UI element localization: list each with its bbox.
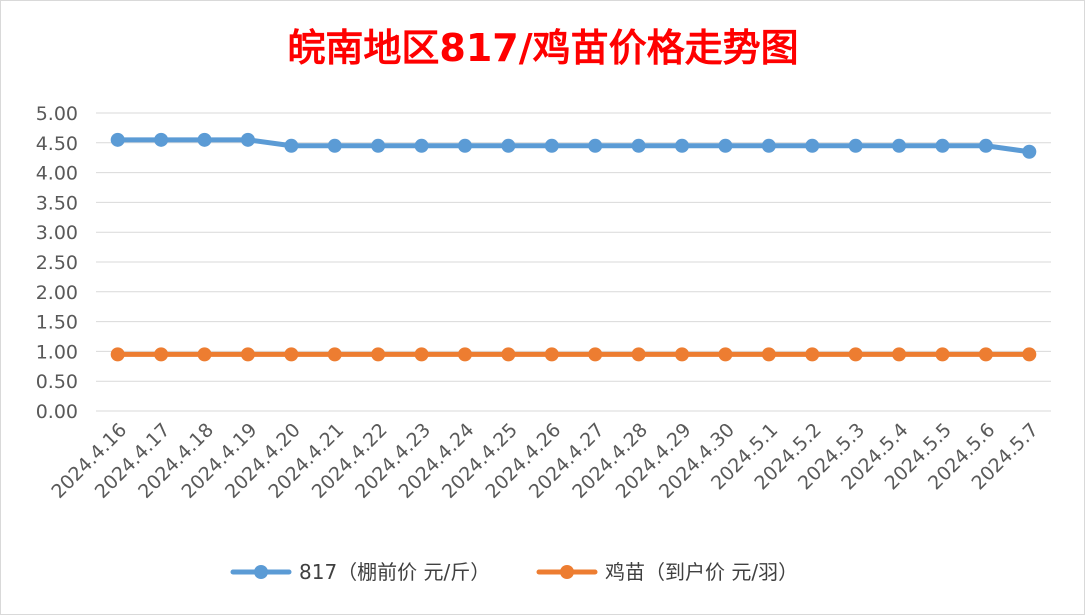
- data-point[interactable]: [327, 138, 342, 153]
- data-point[interactable]: [675, 347, 690, 362]
- y-tick-label: 2.50: [36, 252, 78, 274]
- data-point[interactable]: [675, 138, 690, 153]
- legend-item-chick[interactable]: 鸡苗（到户价 元/羽）: [536, 560, 798, 584]
- data-point[interactable]: [197, 132, 212, 147]
- data-point[interactable]: [457, 138, 472, 153]
- data-point[interactable]: [327, 347, 342, 362]
- data-point[interactable]: [154, 347, 169, 362]
- y-tick-label: 5.00: [36, 103, 78, 125]
- series-1: [110, 347, 1037, 362]
- data-point[interactable]: [501, 138, 516, 153]
- y-tick-label: 2.00: [36, 282, 78, 304]
- data-point[interactable]: [544, 138, 559, 153]
- legend-label-chick: 鸡苗（到户价 元/羽）: [605, 560, 798, 584]
- y-tick-label: 3.00: [36, 222, 78, 244]
- data-point[interactable]: [501, 347, 516, 362]
- data-point[interactable]: [240, 347, 255, 362]
- y-tick-label: 3.50: [36, 192, 78, 214]
- y-tick-label: 4.00: [36, 163, 78, 185]
- data-point[interactable]: [718, 347, 733, 362]
- data-point[interactable]: [414, 347, 429, 362]
- y-tick-label: 1.50: [36, 312, 78, 334]
- data-point[interactable]: [935, 138, 950, 153]
- data-point[interactable]: [892, 347, 907, 362]
- data-point[interactable]: [935, 347, 950, 362]
- data-point[interactable]: [761, 347, 776, 362]
- data-point[interactable]: [848, 347, 863, 362]
- data-point[interactable]: [371, 347, 386, 362]
- data-point[interactable]: [1022, 347, 1037, 362]
- data-point[interactable]: [414, 138, 429, 153]
- data-point[interactable]: [805, 138, 820, 153]
- data-point[interactable]: [284, 138, 299, 153]
- y-tick-label: 1.00: [36, 341, 78, 363]
- legend-marker-817: [254, 565, 268, 579]
- chart-title: 皖南地区817/鸡苗价格走势图: [287, 26, 798, 70]
- data-point[interactable]: [588, 138, 603, 153]
- data-point[interactable]: [631, 347, 646, 362]
- y-tick-label: 0.50: [36, 371, 78, 393]
- series-line: [115, 137, 1032, 155]
- x-axis-ticks: 2024.4.162024.4.172024.4.182024.4.192024…: [47, 419, 1043, 503]
- legend-marker-chick: [560, 565, 574, 579]
- data-point[interactable]: [110, 132, 125, 147]
- data-point[interactable]: [544, 347, 559, 362]
- data-point[interactable]: [805, 347, 820, 362]
- data-point[interactable]: [197, 347, 212, 362]
- data-point[interactable]: [978, 347, 993, 362]
- data-point[interactable]: [718, 138, 733, 153]
- data-point[interactable]: [457, 347, 472, 362]
- y-tick-label: 4.50: [36, 133, 78, 155]
- data-point[interactable]: [154, 132, 169, 147]
- data-point[interactable]: [978, 138, 993, 153]
- data-point[interactable]: [284, 347, 299, 362]
- legend-label-817: 817（棚前价 元/斤）: [299, 560, 490, 584]
- legend-item-817[interactable]: 817（棚前价 元/斤）: [230, 560, 490, 584]
- data-point[interactable]: [892, 138, 907, 153]
- data-point[interactable]: [761, 138, 776, 153]
- legend: 817（棚前价 元/斤） 鸡苗（到户价 元/羽）: [230, 560, 798, 584]
- data-point[interactable]: [110, 347, 125, 362]
- y-tick-label: 0.00: [36, 401, 78, 423]
- y-axis-ticks: 0.00 0.50 1.00 1.50 2.00 2.50 3.00 3.50 4.00 4.50…: [36, 103, 78, 423]
- data-point[interactable]: [371, 138, 386, 153]
- gridlines: [96, 112, 1051, 412]
- data-point[interactable]: [848, 138, 863, 153]
- data-point[interactable]: [588, 347, 603, 362]
- series-0: [110, 132, 1037, 159]
- data-point[interactable]: [240, 132, 255, 147]
- series-layer: [110, 132, 1037, 362]
- data-point[interactable]: [1022, 144, 1037, 159]
- data-point[interactable]: [631, 138, 646, 153]
